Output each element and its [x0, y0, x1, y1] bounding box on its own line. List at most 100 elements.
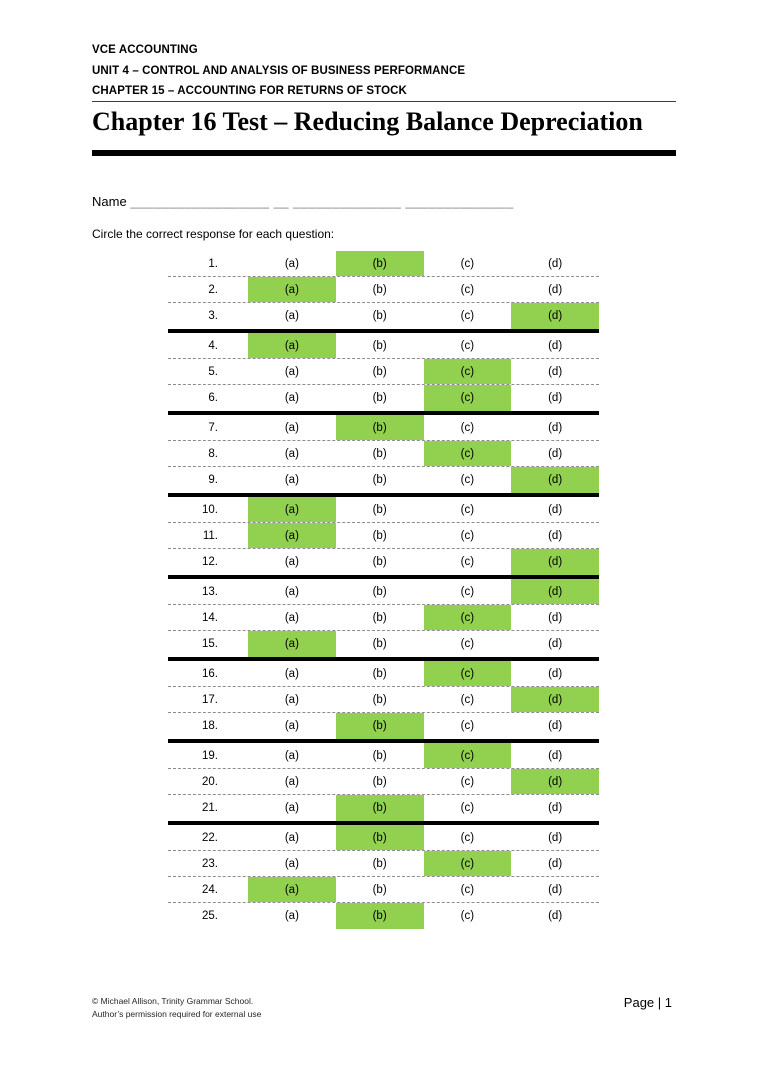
title-underline-bar	[92, 150, 676, 156]
answer-row: 10. (a) (b) (c) (d)	[168, 497, 599, 523]
option-cell-b: (b)	[372, 638, 387, 650]
group-separator	[168, 329, 599, 333]
question-number: 6.	[208, 392, 218, 404]
option-cell-d: (d)	[548, 283, 563, 296]
answer-row: 20. (a) (b) (c) (d)	[168, 769, 599, 795]
option-cell-a: (a)	[284, 802, 299, 814]
answer-row: 9. (a) (b) (c) (d)	[168, 467, 599, 493]
option-cell-d: (d)	[548, 831, 563, 844]
option-cell-b: (b)	[372, 365, 387, 378]
option-cell-c: (c)	[460, 474, 475, 486]
question-number: 16.	[202, 667, 218, 680]
answer-row: 21. (a) (b) (c) (d)	[168, 795, 599, 821]
option-cell-b: (b)	[372, 857, 387, 870]
group-separator	[168, 493, 599, 497]
option-cell-d: (d)	[511, 579, 599, 604]
answer-row: 6. (a) (b) (c) (d)	[168, 385, 599, 411]
option-cell-c: (c)	[460, 310, 475, 322]
option-cell-c: (c)	[460, 831, 475, 844]
option-cell-d: (d)	[511, 687, 599, 712]
answer-row: 7. (a) (b) (c) (d)	[168, 415, 599, 441]
question-number: 18.	[202, 720, 218, 732]
answer-row: 1. (a) (b) (c) (d)	[168, 251, 599, 277]
option-cell-c: (c)	[460, 283, 475, 296]
answer-row: 2. (a) (b) (c) (d)	[168, 277, 599, 303]
answer-row: 23. (a) (b) (c) (d)	[168, 851, 599, 877]
option-cell-b: (b)	[335, 825, 424, 850]
option-cell-a: (a)	[284, 585, 299, 598]
answer-row: 4. (a) (b) (c) (d)	[168, 333, 599, 359]
page-title: Chapter 16 Test – Reducing Balance Depre…	[92, 107, 643, 136]
option-cell-a: (a)	[284, 421, 299, 434]
question-number: 22.	[202, 831, 218, 844]
option-cell-d: (d)	[548, 257, 563, 270]
option-cell-c: (c)	[460, 339, 475, 352]
option-cell-c: (c)	[460, 529, 475, 542]
option-cell-d: (d)	[548, 883, 563, 896]
option-cell-a: (a)	[284, 720, 299, 732]
option-cell-a: (a)	[284, 831, 299, 844]
chapter-line: CHAPTER 15 – ACCOUNTING FOR RETURNS OF S…	[92, 85, 407, 97]
option-cell-d: (d)	[548, 910, 563, 922]
option-cell-b: (b)	[372, 447, 387, 460]
option-cell-a: (a)	[248, 497, 336, 522]
question-number: 8.	[208, 447, 218, 460]
option-cell-d: (d)	[548, 392, 563, 404]
question-number: 10.	[202, 503, 218, 516]
option-cell-b: (b)	[372, 283, 387, 296]
option-cell-a: (a)	[284, 392, 299, 404]
option-cell-d: (d)	[511, 303, 599, 329]
answer-row: 3. (a) (b) (c) (d)	[168, 303, 599, 329]
option-cell-b: (b)	[372, 474, 387, 486]
option-cell-c: (c)	[423, 359, 512, 384]
instruction-text: Circle the correct response for each que…	[92, 227, 335, 241]
question-number: 11.	[202, 529, 218, 542]
answer-row: 13. (a) (b) (c) (d)	[168, 579, 599, 605]
option-cell-b: (b)	[372, 556, 387, 568]
option-cell-a: (a)	[248, 877, 336, 902]
option-cell-c: (c)	[460, 910, 475, 922]
option-cell-b: (b)	[335, 903, 424, 929]
option-cell-b: (b)	[372, 775, 387, 788]
option-cell-c: (c)	[460, 638, 475, 650]
option-cell-d: (d)	[511, 769, 599, 794]
question-number: 12.	[202, 556, 218, 568]
option-cell-b: (b)	[372, 503, 387, 516]
option-cell-d: (d)	[548, 667, 563, 680]
group-separator	[168, 575, 599, 579]
option-cell-c: (c)	[460, 720, 475, 732]
option-cell-b: (b)	[372, 339, 387, 352]
answer-row: 5. (a) (b) (c) (d)	[168, 359, 599, 385]
answer-row: 8. (a) (b) (c) (d)	[168, 441, 599, 467]
group-separator	[168, 739, 599, 743]
option-cell-a: (a)	[284, 749, 299, 762]
question-number: 17.	[202, 693, 218, 706]
answer-row: 18. (a) (b) (c) (d)	[168, 713, 599, 739]
option-cell-d: (d)	[511, 549, 599, 575]
option-cell-a: (a)	[248, 333, 336, 358]
question-number: 9.	[208, 474, 218, 486]
group-separator	[168, 657, 599, 661]
option-cell-c: (c)	[460, 556, 475, 568]
option-cell-c: (c)	[460, 775, 475, 788]
option-cell-d: (d)	[548, 365, 563, 378]
option-cell-c: (c)	[423, 851, 512, 876]
option-cell-d: (d)	[548, 529, 563, 542]
option-cell-c: (c)	[423, 441, 512, 466]
option-cell-d: (d)	[548, 638, 563, 650]
course-line: VCE ACCOUNTING	[92, 44, 198, 56]
answer-row: 15. (a) (b) (c) (d)	[168, 631, 599, 657]
option-cell-d: (d)	[548, 421, 563, 434]
option-cell-a: (a)	[284, 447, 299, 460]
option-cell-b: (b)	[372, 585, 387, 598]
option-cell-b: (b)	[372, 611, 387, 624]
option-cell-c: (c)	[460, 693, 475, 706]
option-cell-c: (c)	[423, 605, 512, 630]
option-cell-b: (b)	[335, 795, 424, 821]
footer-copyright: © Michael Allison, Trinity Grammar Schoo…	[92, 996, 254, 1006]
option-cell-b: (b)	[372, 392, 387, 404]
option-cell-d: (d)	[511, 467, 599, 493]
option-cell-b: (b)	[335, 415, 424, 440]
question-number: 1.	[208, 257, 218, 270]
